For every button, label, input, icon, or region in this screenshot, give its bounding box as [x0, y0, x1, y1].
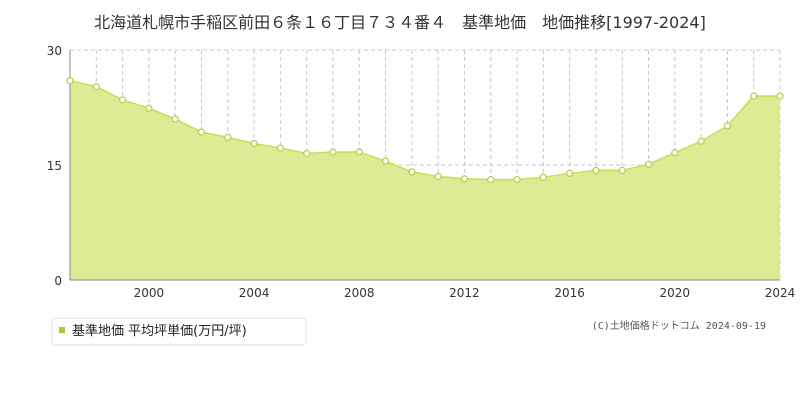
- data-point: [750, 92, 758, 100]
- data-point: [513, 175, 521, 184]
- data-point: [644, 160, 653, 168]
- chart-title: 北海道札幌市手稲区前田６条１６丁目７３４番４ 基準地価 地価推移[1997-20…: [94, 13, 706, 32]
- legend-box: [51, 317, 307, 346]
- y-tick-label: 30: [47, 44, 62, 58]
- x-tick-label: 2012: [449, 286, 480, 300]
- x-tick-label: 2000: [134, 286, 165, 300]
- series-line: [69, 79, 780, 181]
- data-point: [171, 115, 179, 123]
- data-point: [618, 166, 626, 174]
- data-point: [408, 168, 416, 176]
- x-axis-ticks: 2000 2004 2008 2012 2016 2020 2024: [134, 286, 796, 300]
- series-area: [70, 80, 780, 281]
- data-point: [145, 104, 153, 112]
- data-point: [460, 175, 469, 183]
- data-point: [66, 77, 74, 85]
- data-point: [303, 149, 311, 158]
- x-tick-label: 2024: [765, 286, 796, 300]
- x-tick-label: 2008: [344, 286, 375, 300]
- x-tick-label: 2020: [660, 286, 691, 300]
- data-point: [92, 83, 100, 91]
- data-point: [118, 96, 127, 104]
- data-point: [250, 139, 258, 148]
- data-point: [276, 144, 284, 152]
- data-point: [776, 92, 784, 100]
- data-point: [197, 128, 206, 136]
- legend-marker: [59, 327, 65, 333]
- x-tick-label: 2004: [239, 286, 270, 300]
- x-tick-label: 2016: [554, 286, 585, 300]
- y-tick-label: 0: [54, 274, 62, 288]
- y-axis-ticks: 0 15 30: [47, 44, 62, 288]
- data-point: [539, 173, 547, 181]
- credit-text: (C)土地価格ドットコム 2024-09-19: [592, 319, 766, 332]
- data-point: [592, 166, 600, 174]
- data-point: [381, 157, 390, 165]
- data-point: [355, 148, 363, 156]
- data-point: [697, 137, 705, 145]
- data-point: [329, 148, 337, 156]
- data-point: [487, 175, 495, 184]
- legend-label: 基準地価 平均坪単価(万円/坪): [72, 323, 247, 339]
- data-point: [723, 122, 732, 130]
- y-tick-label: 15: [47, 159, 62, 173]
- data-point: [566, 169, 574, 178]
- plot-area: [69, 79, 780, 281]
- data-point: [224, 133, 232, 141]
- data-points: [66, 77, 784, 184]
- axes: [69, 50, 780, 281]
- data-point: [434, 172, 442, 181]
- legend: 基準地価 平均坪単価(万円/坪): [51, 317, 307, 346]
- data-point: [671, 149, 679, 157]
